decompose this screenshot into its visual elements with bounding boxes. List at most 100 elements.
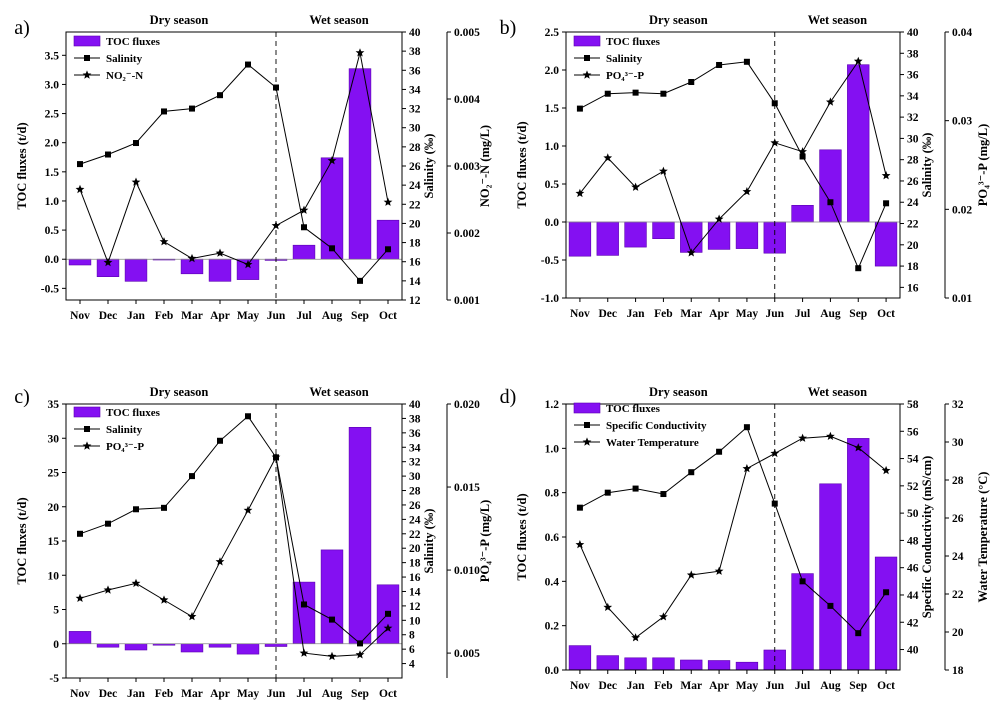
left-tick-label: 0.0 bbox=[545, 217, 560, 229]
star-marker-feb bbox=[659, 166, 668, 175]
mid-tick-label: 40 bbox=[409, 27, 421, 39]
x-tick-label: Feb bbox=[654, 680, 673, 692]
square-marker-nov bbox=[77, 161, 83, 168]
square-marker-nov bbox=[77, 530, 83, 537]
bar-sep bbox=[847, 64, 870, 223]
legend-label: Salinity bbox=[106, 53, 143, 65]
legend-swatch-bar bbox=[573, 35, 601, 47]
bar-sep bbox=[348, 426, 372, 645]
right-tick-label: 0.003 bbox=[454, 161, 480, 173]
star-marker-sep bbox=[853, 443, 863, 452]
square-marker-aug bbox=[329, 616, 335, 623]
mid-tick-label: 40 bbox=[907, 645, 919, 657]
mid-tick-label: 38 bbox=[907, 48, 919, 60]
mid-tick-label: 28 bbox=[409, 486, 421, 498]
season-label-wet: Wet season bbox=[309, 13, 368, 27]
x-tick-label: Nov bbox=[70, 310, 90, 322]
mid-tick-label: 54 bbox=[907, 454, 919, 466]
square-series-line bbox=[579, 426, 887, 634]
star-marker-feb bbox=[159, 595, 169, 604]
square-series-line bbox=[79, 415, 389, 645]
x-tick-label: Oct bbox=[877, 680, 895, 692]
square-marker-feb bbox=[660, 491, 667, 498]
left-tick-label: 30 bbox=[48, 433, 60, 445]
mid-tick-label: 30 bbox=[409, 123, 421, 135]
mid-tick-label: 6 bbox=[409, 644, 415, 656]
square-marker-jun bbox=[273, 84, 279, 91]
left-tick-label: 0.6 bbox=[545, 532, 560, 544]
bar-apr bbox=[208, 643, 232, 648]
star-marker-oct bbox=[881, 465, 891, 475]
right-tick-label: 0.020 bbox=[454, 399, 480, 411]
left-tick-label: 0.2 bbox=[545, 621, 560, 633]
season-label-dry: Dry season bbox=[649, 385, 708, 399]
mid-tick-label: 16 bbox=[409, 572, 421, 584]
star-marker-nov bbox=[75, 184, 85, 194]
panel-4: d) Dry season Wet season 0.0 0.2 0.4 0.6 0.8 1.0… bbox=[500, 385, 990, 692]
mid-tick-label: 36 bbox=[409, 65, 421, 77]
square-marker-jan bbox=[133, 140, 139, 147]
star-marker-jan bbox=[131, 578, 141, 588]
star-marker-sep bbox=[355, 48, 365, 57]
star-marker-jun bbox=[271, 452, 281, 461]
season-label-dry: Dry season bbox=[150, 385, 209, 399]
star-marker-may bbox=[243, 259, 253, 269]
mid-tick-label: 28 bbox=[409, 142, 421, 154]
legend-label: Specific Conductivity bbox=[606, 420, 707, 432]
right-axis-title: NO₂⁻-N (mg/L) bbox=[478, 125, 492, 207]
x-tick-label: Jun bbox=[765, 680, 784, 692]
star-marker-aug bbox=[327, 651, 337, 661]
right-axis-title: Water Temperature (°C) bbox=[976, 472, 990, 603]
x-tick-label: Mar bbox=[680, 308, 702, 320]
star-marker-may bbox=[243, 505, 253, 514]
left-tick-label: 1.5 bbox=[45, 167, 60, 179]
legend-label: Salinity bbox=[106, 424, 143, 436]
bar-jan bbox=[624, 657, 647, 671]
square-marker-sep bbox=[855, 630, 862, 637]
season-label-wet: Wet season bbox=[808, 385, 867, 399]
left-tick-label: 1.5 bbox=[545, 103, 560, 115]
mid-tick-label: 22 bbox=[409, 529, 421, 541]
legend-label: NO₂⁻-N bbox=[106, 70, 143, 82]
right-tick-label: 0.010 bbox=[454, 565, 480, 577]
star-series-line bbox=[579, 60, 887, 254]
square-marker-nov bbox=[576, 105, 583, 112]
star-marker-jul bbox=[798, 433, 807, 442]
panel-2: b) Dry season Wet season -1.0 -0.5 0.0 0.5 1.0 1… bbox=[500, 13, 990, 320]
mid-tick-label: 24 bbox=[409, 180, 421, 192]
left-tick-label: 0 bbox=[53, 639, 59, 651]
mid-tick-label: 18 bbox=[409, 558, 421, 570]
x-tick-label: Dec bbox=[598, 308, 617, 320]
square-marker-may bbox=[245, 61, 251, 68]
left-tick-label: 35 bbox=[48, 399, 60, 411]
bar-dec bbox=[596, 221, 619, 256]
square-marker-apr bbox=[217, 92, 223, 99]
legend-label: TOC fluxes bbox=[106, 407, 161, 419]
x-tick-label: Dec bbox=[99, 688, 118, 700]
mid-tick-label: 42 bbox=[907, 617, 919, 629]
mid-tick-label: 16 bbox=[409, 257, 421, 269]
square-marker-aug bbox=[329, 245, 335, 252]
star-marker-apr bbox=[215, 557, 225, 566]
square-marker-apr bbox=[217, 437, 223, 444]
left-axis-title: TOC fluxes (t/d) bbox=[515, 493, 529, 580]
bar-aug bbox=[320, 157, 344, 260]
x-tick-label: Oct bbox=[379, 310, 397, 322]
star-marker-may bbox=[742, 464, 752, 473]
right-tick-label: 0.005 bbox=[454, 648, 480, 660]
x-tick-label: May bbox=[237, 688, 260, 700]
mid-tick-label: 30 bbox=[409, 471, 421, 483]
mid-tick-label: 32 bbox=[907, 112, 919, 124]
right-tick-label: 0.02 bbox=[952, 204, 972, 216]
bar-jan bbox=[124, 258, 148, 282]
square-marker-jul bbox=[301, 224, 307, 231]
legend-label: TOC fluxes bbox=[606, 403, 661, 415]
x-tick-label: Dec bbox=[598, 680, 617, 692]
bar-aug bbox=[819, 483, 842, 671]
mid-tick-label: 52 bbox=[907, 481, 919, 493]
bar-nov bbox=[568, 221, 592, 257]
x-tick-label: Aug bbox=[322, 688, 343, 700]
x-tick-label: Jan bbox=[127, 688, 146, 700]
x-tick-label: Jul bbox=[296, 688, 311, 700]
bar-oct bbox=[874, 221, 898, 267]
